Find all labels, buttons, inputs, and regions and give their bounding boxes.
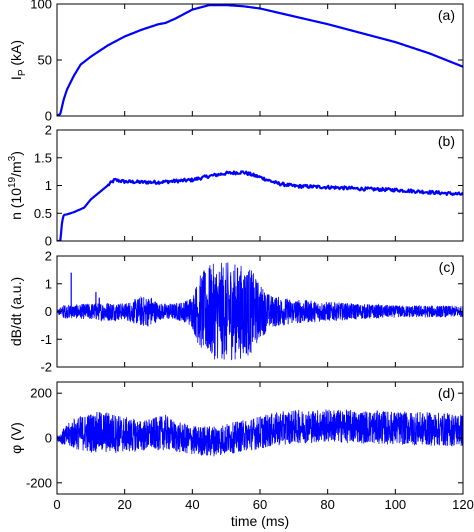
y-tick-label: 50	[38, 53, 52, 68]
y-axis-label: dB/dt (a.u.)	[8, 277, 24, 346]
plot-area	[57, 4, 463, 116]
x-tick-label: 20	[117, 497, 131, 512]
y-tick-label: 0	[45, 431, 52, 446]
y-tick-label: -2	[40, 360, 52, 375]
x-tick-label: 120	[452, 497, 474, 512]
panel-label: (c)	[439, 259, 455, 275]
axes-frame	[56, 3, 464, 117]
y-tick-label: 2	[45, 123, 52, 138]
y-tick-label: 0	[45, 304, 52, 319]
y-tick-label: -1	[40, 332, 52, 347]
x-tick-label: 80	[320, 497, 334, 512]
signal-trace	[57, 262, 463, 361]
y-tick-label: 2	[45, 249, 52, 264]
x-tick-label: 0	[53, 497, 60, 512]
y-axis-label: φ (V)	[8, 422, 24, 454]
axes-frame	[56, 129, 464, 242]
plot-area	[57, 262, 463, 361]
data-line	[57, 170, 463, 241]
y-axis-label: IP (kA)	[8, 40, 28, 80]
x-tick-label: 100	[384, 497, 406, 512]
y-tick-label: 0	[45, 109, 52, 124]
y-tick-label: 1	[45, 178, 52, 193]
y-tick-label: -200	[26, 475, 52, 490]
y-tick-label: 100	[30, 0, 52, 12]
y-tick-label: 1	[45, 276, 52, 291]
y-tick-label: 0.5	[34, 206, 52, 221]
y-tick-label: 0	[45, 234, 52, 249]
plot-area	[57, 170, 463, 241]
x-tick-label: 40	[185, 497, 199, 512]
x-tick-label: 60	[253, 497, 267, 512]
plot-area	[57, 409, 463, 457]
y-tick-label: 200	[30, 386, 52, 401]
panel-b: 0 0.5 1 1.5 2 (b) n (1019/m3)	[7, 123, 464, 249]
signal-trace	[57, 409, 463, 457]
data-line	[57, 4, 463, 116]
panel-c: -2 -1 0 1 2 (c) dB/dt (a.u.)	[8, 249, 464, 375]
y-axis-label: n (1019/m3)	[7, 151, 24, 220]
panel-label: (b)	[438, 133, 455, 149]
x-axis-label: time (ms)	[231, 513, 289, 529]
y-tick-label: 1.5	[34, 150, 52, 165]
panel-label: (d)	[438, 385, 455, 401]
panel-label: (a)	[438, 7, 455, 23]
panel-a: 0 50 100 (a) IP (kA)	[8, 0, 464, 124]
